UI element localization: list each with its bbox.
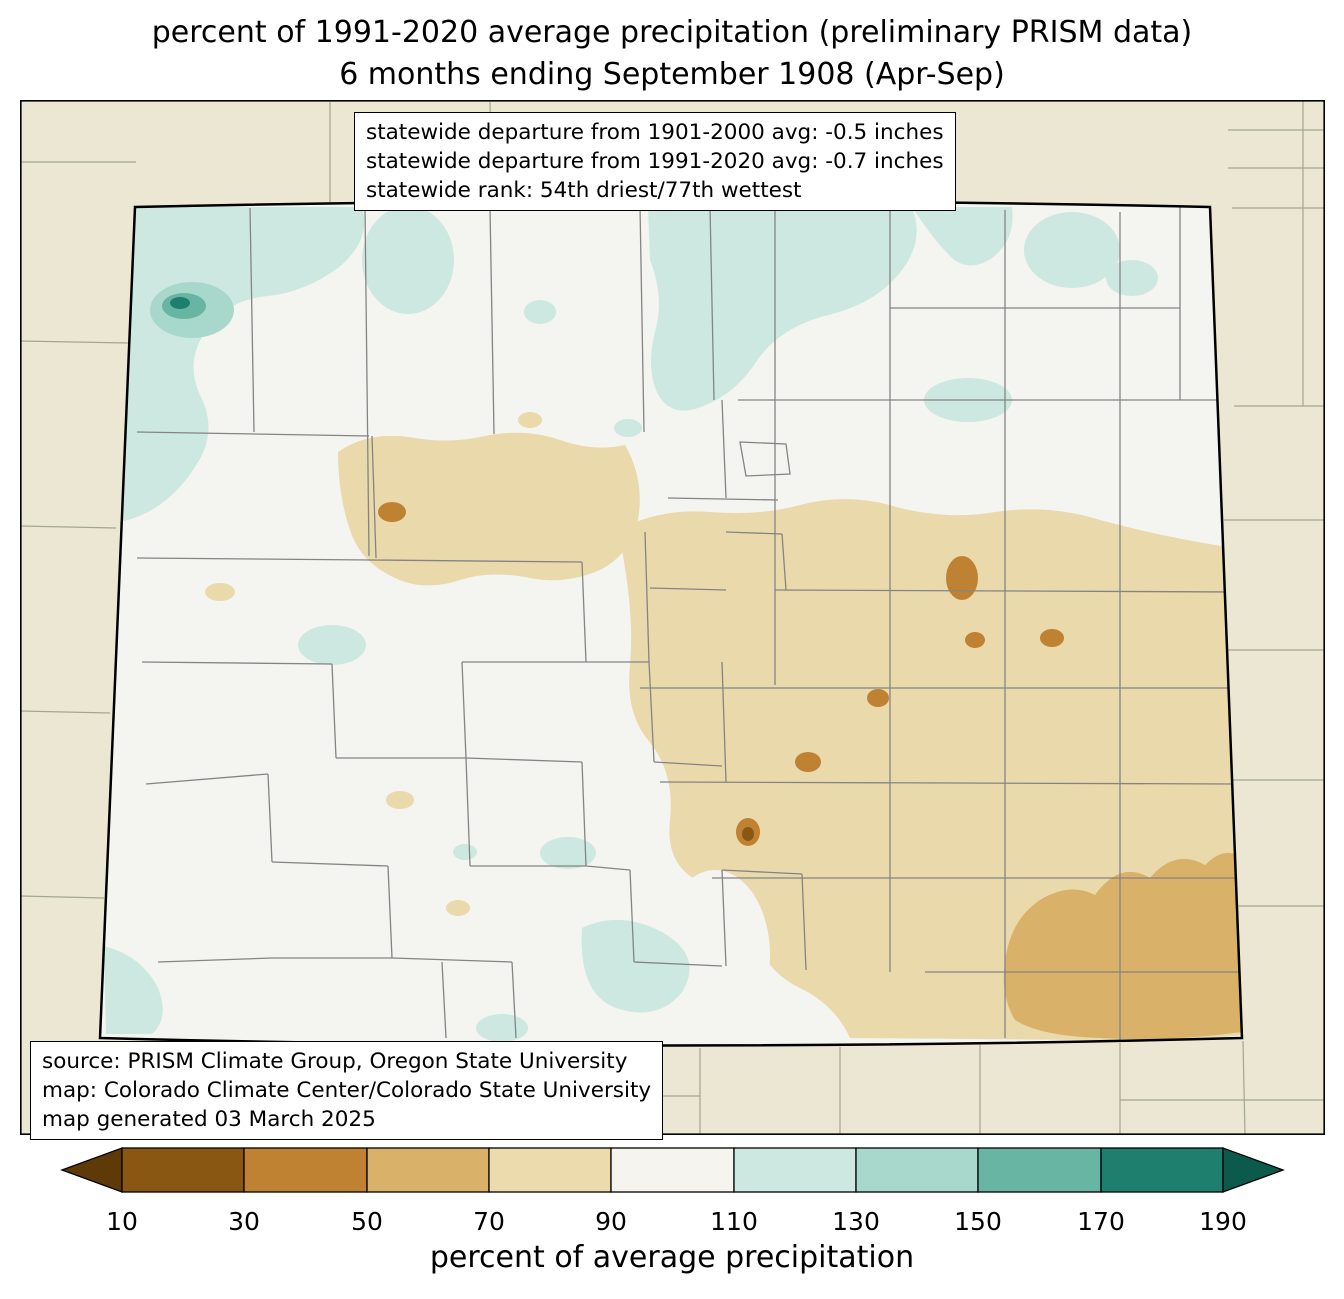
precip-patch: [205, 583, 235, 601]
precip-patch: [540, 837, 596, 869]
colorbar-left-arrow: [60, 1147, 123, 1193]
precip-patch: [912, 207, 1013, 266]
precip-patch: [102, 207, 365, 522]
colorbar-tick-label: 110: [710, 1207, 758, 1236]
colorbar: 10 30 50 70 90 110 130 150 170 190: [0, 1142, 1344, 1252]
colorbar-tick-label: 50: [351, 1207, 383, 1236]
map-frame-border: [20, 100, 1325, 1135]
precip-patch: [581, 919, 690, 1013]
source-line-source: source: PRISM Climate Group, Oregon Stat…: [42, 1049, 628, 1074]
colorbar-tick-label: 30: [228, 1207, 260, 1236]
colorbar-segment: [1100, 1147, 1224, 1193]
precip-patch: [742, 827, 754, 841]
precip-patch: [946, 556, 978, 600]
precip-patch: [1003, 852, 1242, 1040]
colorbar-tick-label: 190: [1199, 1207, 1247, 1236]
county-lines: [136, 206, 1242, 1040]
precipitation-patches: [102, 206, 1242, 1042]
precip-patch: [867, 689, 889, 707]
precip-patch: [1040, 629, 1064, 647]
colorbar-segment: [733, 1147, 857, 1193]
source-box: source: PRISM Climate Group, Oregon Stat…: [30, 1041, 664, 1140]
colorbar-tick-label: 130: [832, 1207, 880, 1236]
title-line-1: percent of 1991-2020 average precipitati…: [151, 15, 1193, 50]
precip-patch: [338, 432, 640, 586]
colorbar-right-arrow: [1222, 1147, 1285, 1193]
stats-line-departure-1991-2020: statewide departure from 1991-2020 avg: …: [366, 149, 944, 174]
precip-patch: [298, 625, 366, 665]
map-area: statewide departure from 1901-2000 avg: …: [20, 100, 1325, 1140]
precip-patch: [446, 900, 470, 916]
precip-patch: [660, 870, 770, 1040]
colorbar-segment: [977, 1147, 1102, 1193]
source-line-map: map: Colorado Climate Center/Colorado St…: [42, 1078, 652, 1103]
colorbar-tick-label: 170: [1077, 1207, 1125, 1236]
colorbar-tick-label: 10: [106, 1207, 138, 1236]
precip-patch: [614, 419, 642, 437]
precip-patch: [476, 1014, 528, 1042]
precip-patch: [362, 206, 454, 314]
map-title: percent of 1991-2020 average precipitati…: [0, 12, 1344, 96]
source-line-generated: map generated 03 March 2025: [42, 1107, 376, 1132]
stats-box: statewide departure from 1901-2000 avg: …: [354, 112, 956, 211]
colorbar-segment: [243, 1147, 368, 1193]
colorbar-segment: [610, 1147, 735, 1193]
title-line-2: 6 months ending September 1908 (Apr-Sep): [339, 57, 1005, 92]
colorbar-tick-label: 90: [595, 1207, 627, 1236]
colorbar-svg: 10 30 50 70 90 110 130 150 170 190: [60, 1147, 1285, 1236]
precip-patch: [386, 791, 414, 809]
precip-patch: [795, 752, 821, 772]
colorbar-segment: [488, 1147, 612, 1193]
stats-line-departure-1901-2000: statewide departure from 1901-2000 avg: …: [366, 120, 944, 145]
colorado-precipitation-map: [20, 100, 1325, 1135]
colorbar-tick-label: 70: [473, 1207, 505, 1236]
colorbar-segment: [366, 1147, 490, 1193]
precip-patch: [524, 300, 556, 324]
precip-patch: [170, 297, 190, 309]
colorbar-segment: [121, 1147, 245, 1193]
precip-patch: [104, 946, 163, 1034]
precip-patch: [378, 502, 406, 522]
colorbar-caption: percent of average precipitation: [429, 1240, 915, 1275]
precip-patch: [518, 412, 542, 428]
colorbar-tick-label: 150: [954, 1207, 1002, 1236]
stats-line-rank: statewide rank: 54th driest/77th wettest: [366, 178, 802, 203]
precip-patch: [1106, 260, 1158, 296]
precip-patch: [453, 844, 477, 860]
precip-patch: [965, 632, 985, 648]
precip-patch: [1024, 212, 1120, 288]
colorbar-segment: [855, 1147, 979, 1193]
precip-patch: [648, 207, 917, 411]
